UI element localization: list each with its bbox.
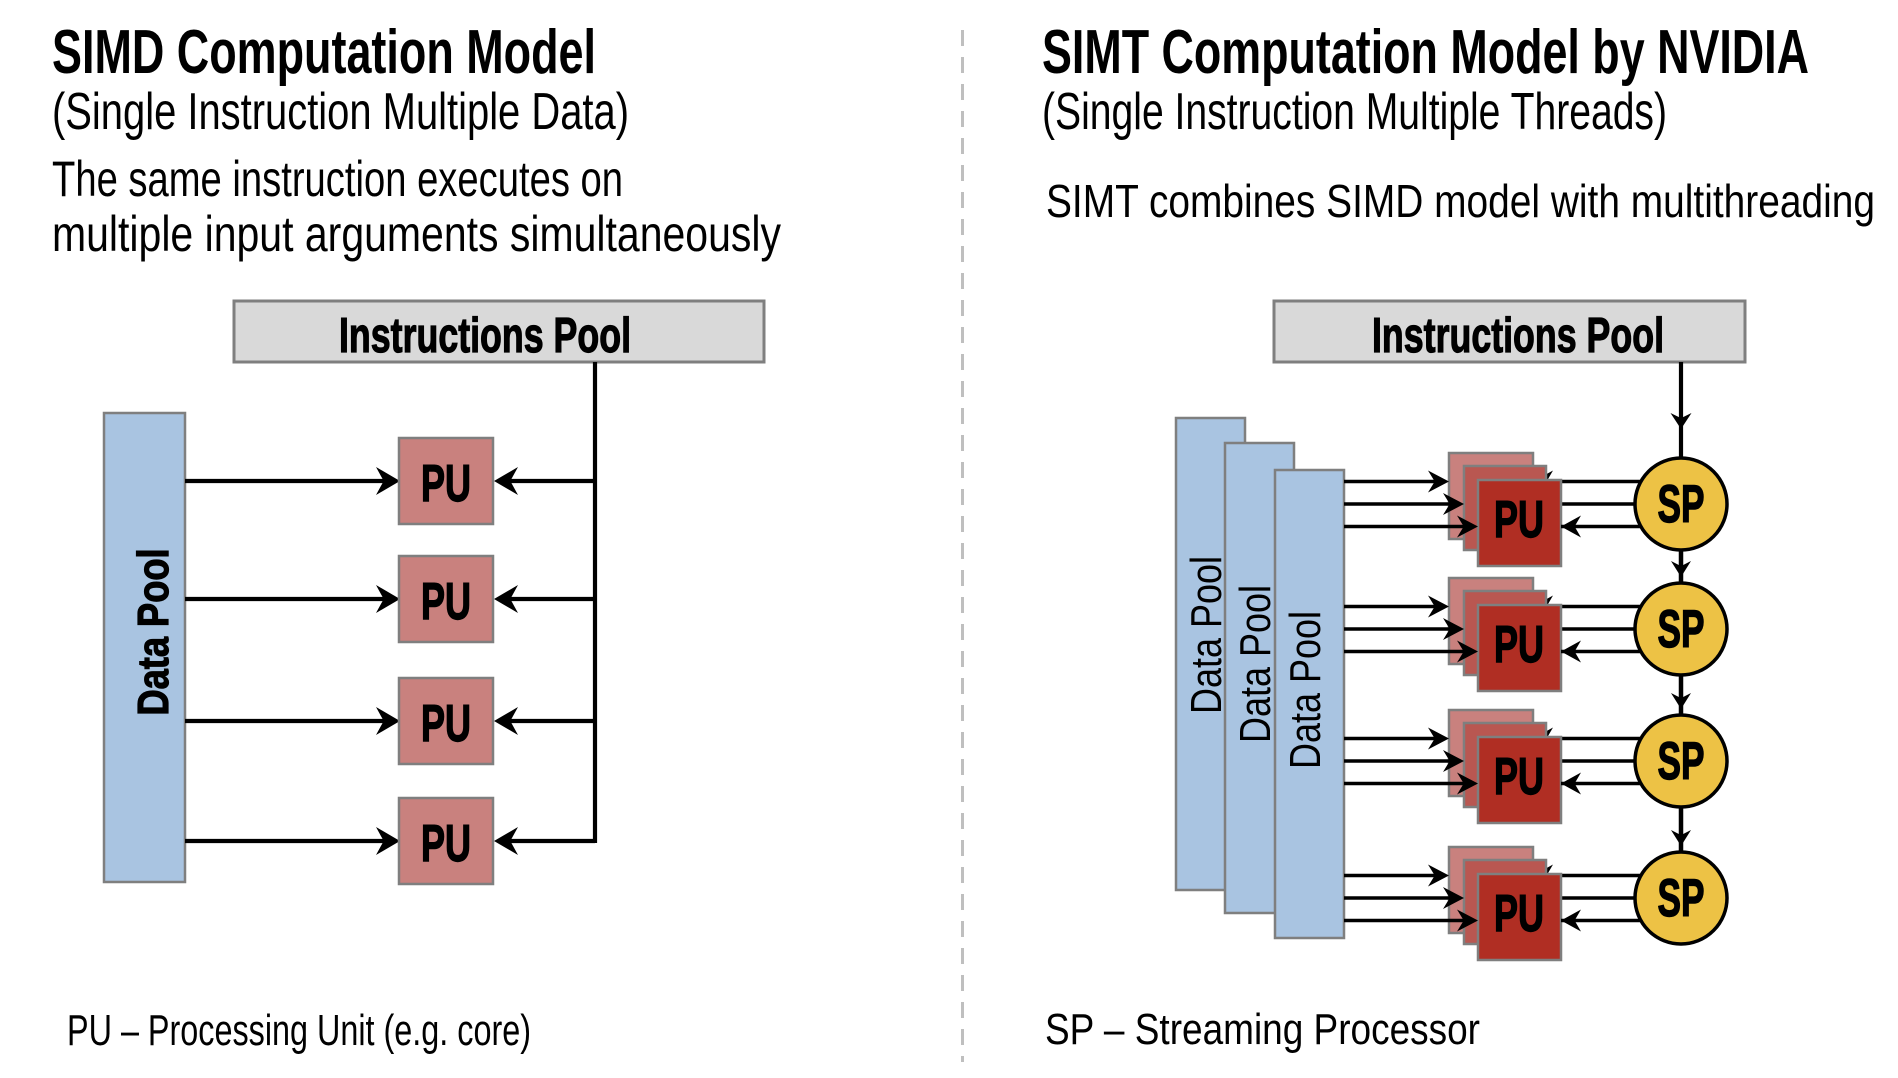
svg-text:(Single Instruction Multiple D: (Single Instruction Multiple Data)	[52, 83, 629, 141]
svg-text:PU: PU	[1494, 885, 1544, 943]
svg-text:Data Pool: Data Pool	[1281, 611, 1330, 769]
svg-text:PU: PU	[421, 695, 471, 753]
svg-text:PU: PU	[421, 815, 471, 873]
svg-text:SP: SP	[1658, 732, 1705, 791]
svg-text:multiple input arguments simul: multiple input arguments simultaneously	[52, 206, 781, 262]
svg-text:PU: PU	[421, 455, 471, 513]
svg-text:SP – Streaming Processor: SP – Streaming Processor	[1045, 1005, 1480, 1054]
svg-text:SIMT Computation Model by NVID: SIMT Computation Model by NVIDIA	[1042, 18, 1809, 87]
svg-text:SP: SP	[1658, 869, 1705, 928]
svg-text:PU: PU	[1494, 616, 1544, 674]
svg-text:PU: PU	[421, 573, 471, 631]
svg-text:PU: PU	[1494, 491, 1544, 549]
svg-text:SP: SP	[1658, 475, 1705, 534]
svg-text:Data Pool: Data Pool	[1182, 556, 1231, 714]
svg-text:Instructions Pool: Instructions Pool	[339, 309, 631, 363]
svg-text:SP: SP	[1658, 600, 1705, 659]
svg-text:SIMD Computation Model: SIMD Computation Model	[52, 18, 596, 87]
svg-text:PU: PU	[1494, 748, 1544, 806]
svg-text:Data Pool: Data Pool	[1231, 585, 1280, 743]
svg-text:Instructions Pool: Instructions Pool	[1372, 309, 1664, 363]
svg-text:SIMT combines SIMD model with: SIMT combines SIMD model with multithrea…	[1046, 175, 1875, 227]
svg-text:Data Pool: Data Pool	[129, 549, 178, 716]
svg-text:PU – Processing Unit (e.g. cor: PU – Processing Unit (e.g. core)	[67, 1006, 531, 1055]
svg-text:(Single Instruction Multiple T: (Single Instruction Multiple Threads)	[1042, 83, 1667, 141]
svg-text:The same instruction executes: The same instruction executes on	[52, 151, 623, 207]
